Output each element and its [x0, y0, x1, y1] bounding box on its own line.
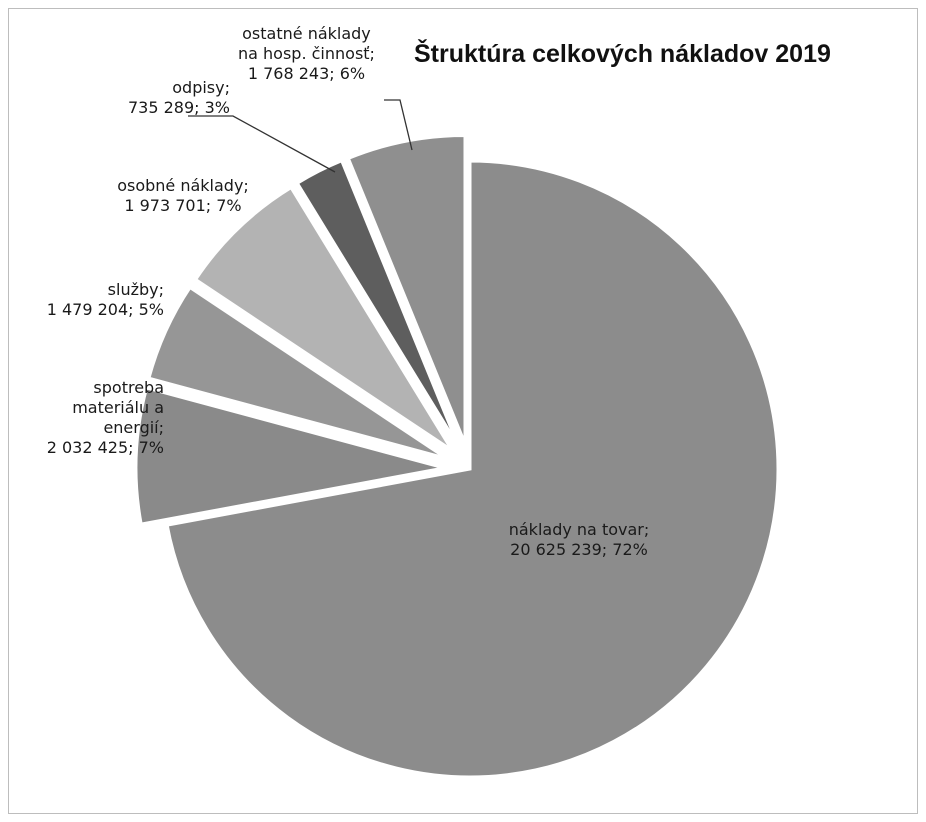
- leader-line-ostatne: [384, 99, 413, 151]
- data-label-sluzby: služby; 1 479 204; 5%: [46, 280, 164, 319]
- pie-slice-1: [134, 386, 445, 526]
- data-label-tovar: náklady na tovar; 20 625 239; 72%: [508, 520, 650, 559]
- pie-slice-4: [295, 158, 460, 447]
- data-label-ostatne: ostatné náklady na hosp. činnosť; 1 768 …: [238, 24, 375, 83]
- pie-slice-0: [165, 159, 780, 779]
- leader-line-odpisy: [188, 115, 336, 173]
- pie-slice-3: [193, 185, 454, 452]
- chart-title: Štruktúra celkových nákladov 2019: [414, 40, 831, 68]
- data-label-odpisy: odpisy; 735 289; 3%: [127, 78, 230, 117]
- data-label-osobne: osobné náklady; 1 973 701; 7%: [117, 176, 249, 215]
- data-label-spotreba: spotreba materiálu a energií; 2 032 425;…: [46, 378, 164, 457]
- pie-slice-2: [147, 285, 448, 460]
- pie-slice-5: [346, 133, 467, 445]
